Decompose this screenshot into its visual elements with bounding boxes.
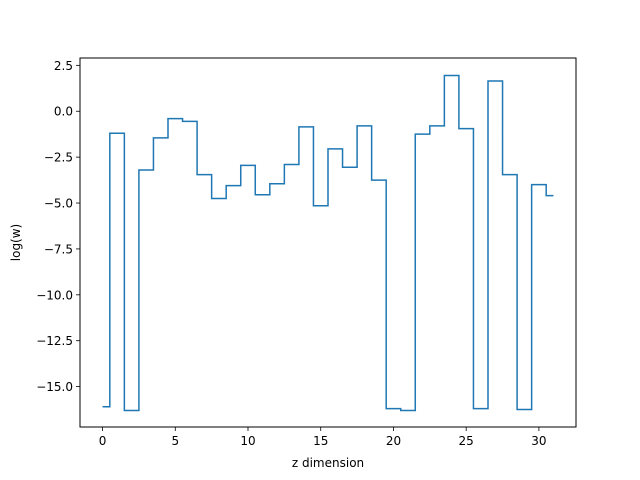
x-tick-label: 15 — [313, 434, 328, 448]
y-tick-label: 2.5 — [54, 59, 73, 73]
series-line — [102, 74, 554, 412]
x-tick-label: 25 — [459, 434, 474, 448]
y-tick-label: −10.0 — [36, 288, 73, 302]
y-tick-label: 0.0 — [54, 105, 73, 119]
y-tick-label: −12.5 — [36, 334, 73, 348]
plot-frame — [79, 57, 577, 428]
y-axis-label: log(w) — [9, 224, 23, 261]
y-tick-label: −5.0 — [44, 197, 73, 211]
x-tick-label: 5 — [171, 434, 179, 448]
y-tick-label: −7.5 — [44, 242, 73, 256]
x-tick-label: 10 — [240, 434, 255, 448]
y-tick-label: −15.0 — [36, 380, 73, 394]
y-tick-label: −2.5 — [44, 151, 73, 165]
x-tick-label: 30 — [531, 434, 546, 448]
x-tick-label: 0 — [99, 434, 107, 448]
x-axis-label: z dimension — [292, 456, 364, 470]
x-tick-label: 20 — [386, 434, 401, 448]
